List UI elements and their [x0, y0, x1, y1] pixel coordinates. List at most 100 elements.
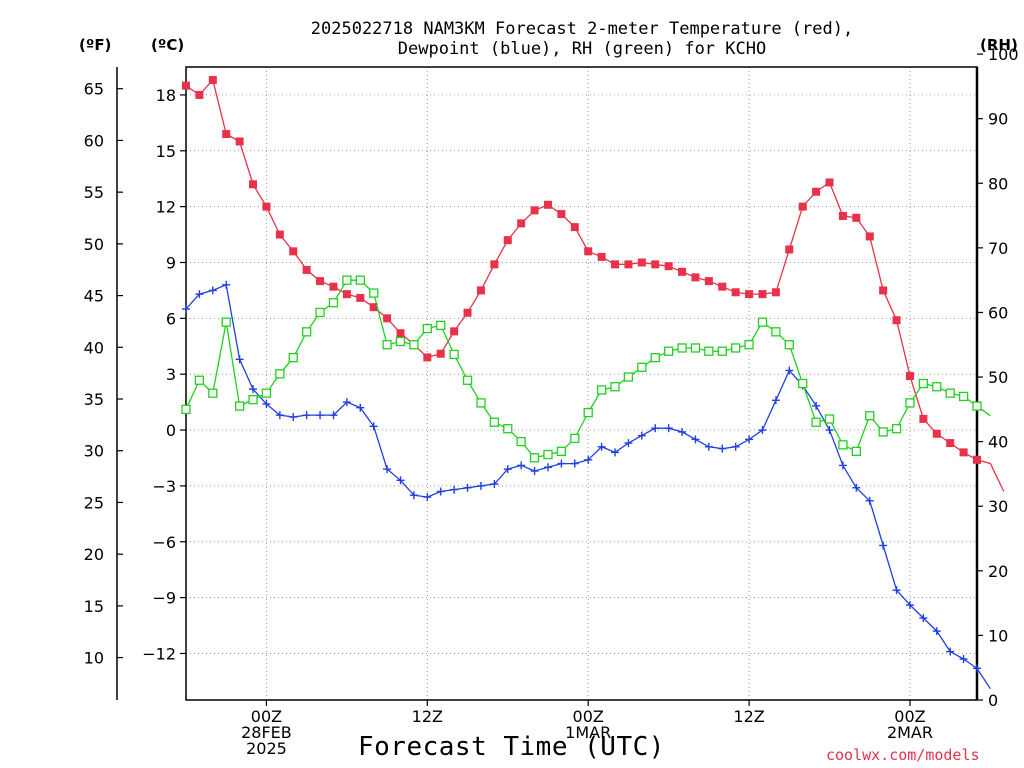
fahrenheit-tick-label: 40: [84, 338, 104, 357]
data-point: [503, 424, 513, 434]
data-point: [824, 414, 835, 424]
data-point: [852, 483, 861, 492]
data-point: [596, 385, 607, 395]
data-point: [208, 286, 217, 295]
data-point: [195, 290, 204, 299]
data-point: [262, 202, 271, 211]
data-point: [316, 277, 325, 286]
data-point: [288, 353, 298, 363]
data-point: [449, 349, 459, 360]
data-point: [678, 267, 687, 276]
celsius-tick-label: 3: [166, 365, 176, 384]
data-point: [530, 206, 539, 215]
data-point: [731, 442, 740, 451]
data-point: [691, 435, 700, 444]
data-point: [490, 480, 499, 489]
data-point: [316, 411, 325, 420]
rh-tick-label: 50: [988, 368, 1008, 387]
data-point: [891, 424, 902, 434]
data-point: [798, 378, 808, 389]
data-point: [610, 382, 620, 392]
data-point: [182, 81, 190, 90]
data-point: [784, 340, 794, 350]
data-point: [489, 417, 500, 427]
data-point: [208, 388, 218, 398]
series-line: [185, 283, 991, 690]
fahrenheit-unit-label: (ºF): [79, 36, 112, 54]
data-point: [852, 213, 861, 222]
data-point: [436, 349, 445, 358]
data-point: [651, 424, 660, 433]
data-point: [812, 187, 821, 196]
celsius-tick-label: −6: [152, 533, 176, 552]
data-point: [918, 378, 929, 389]
x-tick-label: 12Z: [412, 707, 443, 726]
data-point: [664, 262, 673, 271]
data-point: [570, 433, 580, 444]
celsius-tick-label: −3: [152, 477, 176, 496]
data-point: [261, 388, 272, 398]
data-point: [731, 343, 741, 353]
data-point: [383, 465, 392, 474]
fahrenheit-tick-label: 65: [84, 80, 104, 99]
data-point: [758, 290, 767, 299]
data-point: [731, 288, 740, 297]
data-point: [395, 336, 406, 347]
data-point: [691, 273, 700, 282]
data-point: [369, 288, 379, 298]
x-tick-label: 12Z: [733, 707, 764, 726]
fahrenheit-tick-label: 35: [84, 390, 104, 409]
data-point: [342, 275, 352, 285]
data-point: [409, 340, 419, 350]
data-point: [959, 655, 968, 664]
data-point: [543, 463, 552, 472]
data-point: [543, 449, 553, 460]
data-point: [637, 362, 647, 373]
data-point: [423, 493, 432, 502]
data-point: [463, 483, 472, 492]
data-point: [329, 411, 338, 420]
data-point: [757, 317, 768, 327]
data-point: [905, 372, 914, 381]
data-point: [181, 404, 191, 414]
data-point: [422, 323, 432, 334]
credit-link[interactable]: coolwx.com/models: [826, 746, 980, 764]
celsius-tick-label: 6: [166, 309, 176, 328]
data-point: [973, 664, 981, 673]
data-point: [838, 440, 848, 450]
celsius-tick-label: −12: [142, 644, 176, 663]
data-point: [342, 290, 351, 299]
data-point: [624, 260, 633, 269]
data-point: [503, 236, 512, 245]
data-point: [556, 446, 567, 456]
data-point: [235, 355, 244, 364]
data-point: [838, 461, 847, 470]
data-point: [476, 481, 485, 490]
data-point: [959, 448, 968, 457]
rh-tick-label: 20: [988, 562, 1008, 581]
celsius-unit-label: (ºC): [151, 36, 185, 54]
data-point: [704, 442, 713, 451]
chart-title-line-1: 2025022718 NAM3KM Forecast 2-meter Tempe…: [310, 19, 854, 39]
data-point: [356, 403, 365, 412]
series-temperature: [182, 76, 1005, 492]
data-point: [369, 303, 378, 312]
rh-tick-label: 80: [988, 174, 1008, 193]
data-point: [570, 459, 579, 468]
data-point: [718, 444, 727, 453]
celsius-tick-label: 12: [156, 198, 176, 217]
data-point: [423, 353, 432, 362]
data-point: [329, 282, 338, 291]
data-point: [517, 461, 526, 470]
data-point: [275, 369, 285, 379]
data-point: [382, 340, 392, 350]
data-point: [597, 252, 606, 261]
fahrenheit-tick-label: 30: [84, 442, 104, 461]
data-point: [651, 260, 660, 269]
plot-frame: [185, 66, 978, 701]
x-tick-label: 28FEB: [241, 723, 292, 742]
data-point: [289, 247, 298, 256]
data-point: [637, 431, 646, 440]
celsius-tick-label: 9: [166, 253, 176, 272]
data-point: [678, 427, 687, 436]
